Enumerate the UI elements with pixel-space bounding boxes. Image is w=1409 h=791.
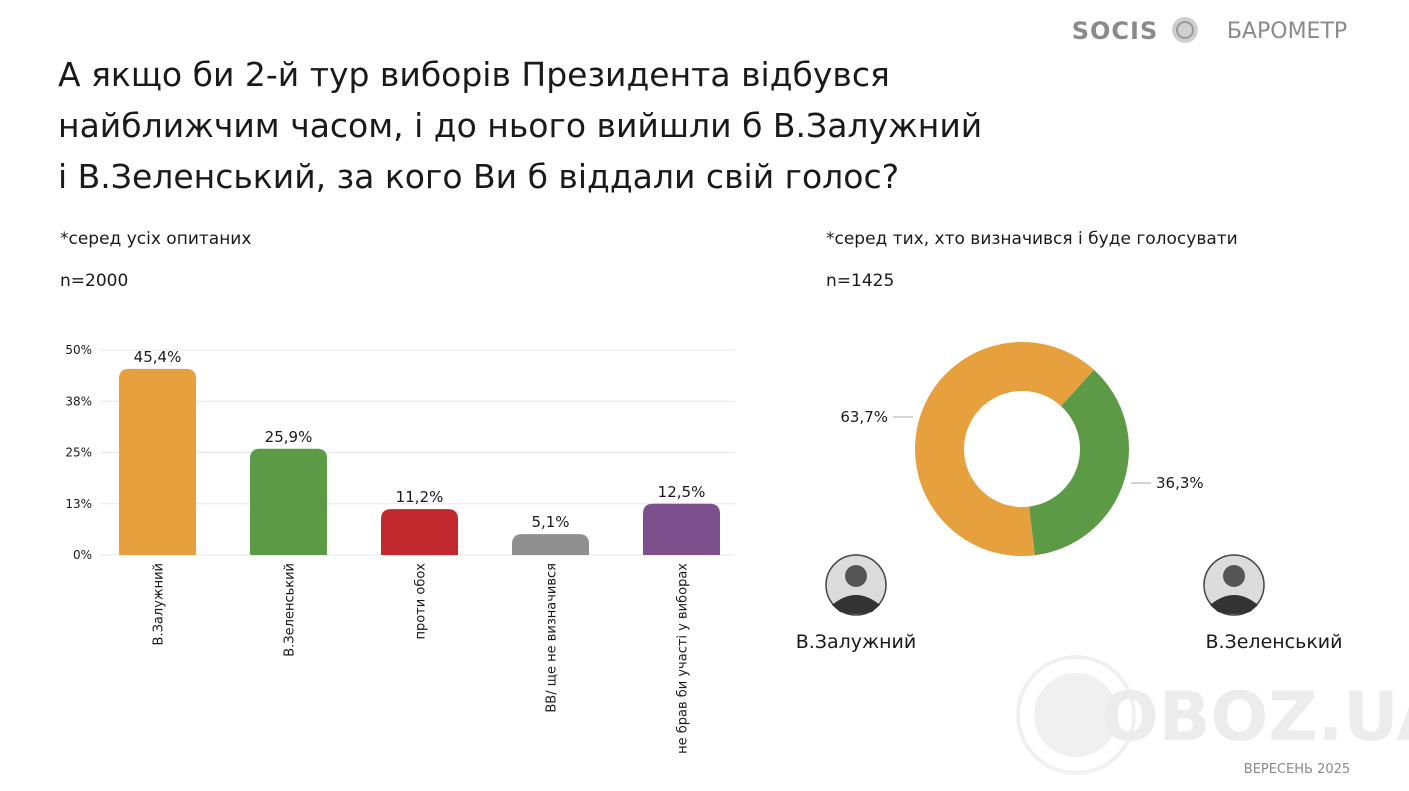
value-label: 25,9%: [265, 428, 313, 446]
subtitle: *серед тих, хто визначився і буде голосу…: [826, 229, 1238, 249]
value-label: 12,5%: [658, 483, 706, 501]
product: БАРОМЕТР: [1227, 19, 1347, 44]
pie-slice: [914, 341, 1095, 556]
legend-label: В.Зеленський: [1205, 631, 1342, 653]
y-tick-label: 13%: [65, 497, 92, 511]
bar: [512, 534, 589, 555]
title-line: і В.Зеленський, за кого Ви б віддали сві…: [58, 157, 899, 196]
x-tick-label: проти обох: [414, 563, 429, 640]
logo-icon: [1172, 17, 1198, 43]
x-tick-label: В.Зеленський: [283, 563, 298, 657]
title-line: найближчим часом, і до нього вийшли б В.…: [58, 106, 982, 145]
pie-slice: [1029, 369, 1129, 556]
x-tick-label: не брав би участі у виборах: [676, 563, 691, 754]
title-line: А якщо би 2-й тур виборів Президента від…: [58, 55, 890, 94]
y-tick-label: 38%: [65, 394, 92, 408]
x-tick-label: ВВ/ ще не визначився: [545, 563, 560, 713]
value-label: 36,3%: [1156, 474, 1204, 492]
legend-label: В.Залужний: [796, 631, 917, 653]
x-tick-label: В.Залужний: [152, 563, 167, 645]
brand: SOCIS: [1072, 17, 1159, 45]
watermark: [1016, 655, 1136, 775]
sample-size: n=2000: [60, 271, 128, 291]
y-tick-label: 50%: [65, 343, 92, 357]
sample-size: n=1425: [826, 271, 894, 291]
watermark-text: OBOZ.UA: [1101, 678, 1409, 757]
bar: [643, 503, 720, 555]
photo: [1203, 554, 1265, 616]
bar: [119, 368, 196, 555]
value-label: 45,4%: [134, 348, 182, 366]
value-label: 63,7%: [840, 408, 888, 426]
value-label: 5,1%: [531, 513, 569, 531]
value-label: 11,2%: [396, 488, 444, 506]
date: ВЕРЕСЕНЬ 2025: [1244, 762, 1350, 777]
y-tick-label: 25%: [65, 446, 92, 460]
photo: [825, 554, 887, 616]
y-tick-label: 0%: [73, 548, 92, 562]
subtitle: *серед усіх опитаних: [60, 229, 251, 249]
bar: [250, 448, 327, 555]
bar: [381, 509, 458, 555]
